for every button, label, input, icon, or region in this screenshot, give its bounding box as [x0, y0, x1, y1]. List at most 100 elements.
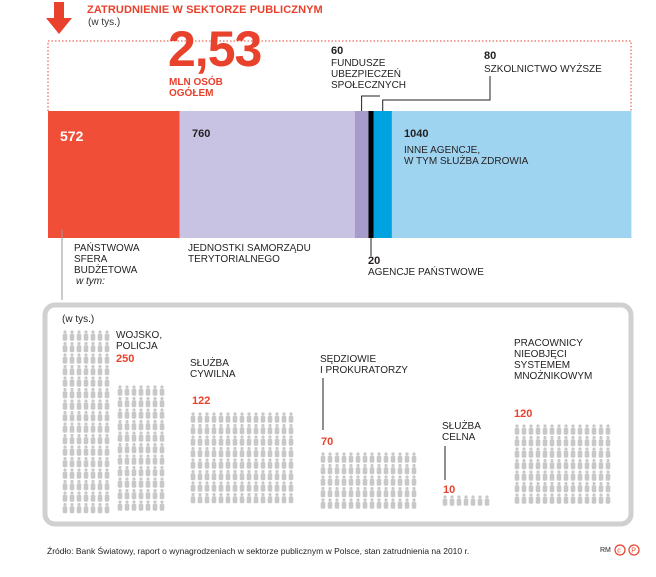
- person-icon-group-1-250: [90, 399, 96, 410]
- person-icon-group-1-250: [152, 408, 158, 419]
- person-icon-group-3-70: [348, 475, 354, 486]
- person-icon-group-2-122: [232, 481, 238, 492]
- person-icon-group-1-250: [145, 431, 151, 442]
- person-icon-group-5-120: [577, 493, 583, 504]
- person-icon-group-1-250: [83, 387, 89, 399]
- person-icon-group-1-250: [97, 330, 103, 341]
- person-icon-group-3-70: [411, 463, 417, 475]
- value-sedziowie: 70: [321, 436, 334, 448]
- person-icon-group-2-122: [274, 458, 280, 469]
- person-icon-group-2-122: [197, 458, 203, 469]
- person-icon-group-5-120: [605, 447, 611, 458]
- label-szkolnictwo: SZKOLNICTWO WYŻSZE: [484, 64, 602, 75]
- person-icon-group-3-70: [404, 486, 410, 498]
- person-icon-group-5-120: [563, 481, 569, 493]
- person-icon-group-5-120: [556, 424, 562, 435]
- person-icon-group-1-250: [159, 419, 165, 431]
- person-icon-group-1-250: [97, 433, 103, 445]
- person-icon-group-5-120: [605, 493, 611, 504]
- person-icon-group-1-250: [83, 422, 89, 433]
- bar-segment-agencje: [368, 111, 374, 238]
- person-icon-group-2-122: [260, 492, 266, 504]
- person-icon-group-1-250: [83, 341, 89, 353]
- person-icon-group-4-10: [449, 495, 455, 506]
- person-icon-group-2-122: [267, 412, 273, 423]
- person-icon-group-1-250: [131, 488, 137, 500]
- person-icon-group-1-250: [76, 479, 82, 491]
- person-icon-group-2-122: [281, 481, 287, 492]
- person-icon-group-1-250: [62, 445, 68, 456]
- person-icon-group-5-120: [605, 424, 611, 435]
- person-icon-group-1-250: [145, 442, 151, 454]
- person-icon-group-1-250: [62, 410, 68, 422]
- person-icon-group-5-120: [542, 493, 548, 504]
- label-fundusze: FUNDUSZE UBEZPIECZEŃ SPOŁECZNYCH: [331, 58, 407, 91]
- person-icon-group-5-120: [577, 470, 583, 481]
- person-icon-group-5-120: [570, 458, 576, 470]
- person-icon-group-2-122: [253, 446, 259, 458]
- person-icon-group-1-250: [62, 456, 68, 468]
- person-icon-group-1-250: [117, 396, 123, 408]
- stacked-bar-chart: [48, 76, 632, 256]
- bar-segment-szkolnictwo: [373, 111, 392, 238]
- person-icon-group-2-122: [267, 446, 273, 458]
- person-icon-group-2-122: [260, 412, 266, 423]
- person-icon-group-1-250: [69, 468, 75, 479]
- person-icon-group-1-250: [124, 419, 130, 431]
- person-icon-group-2-122: [211, 412, 217, 423]
- person-icon-group-1-250: [76, 341, 82, 353]
- person-icon-group-1-250: [76, 422, 82, 433]
- person-icon-group-5-120: [563, 458, 569, 470]
- person-icon-group-2-122: [260, 446, 266, 458]
- person-icon-group-5-120: [591, 424, 597, 435]
- person-icon-group-3-70: [369, 452, 375, 463]
- person-icon-group-2-122: [232, 423, 238, 435]
- person-icon-group-2-122: [267, 492, 273, 504]
- person-icon-group-1-250: [145, 488, 151, 500]
- copyright-icon: c P: [614, 544, 640, 556]
- person-icon-group-1-250: [131, 477, 137, 488]
- person-icon-group-5-120: [598, 470, 604, 481]
- person-icon-group-5-120: [549, 493, 555, 504]
- person-icon-group-2-122: [225, 446, 231, 458]
- person-icon-group-1-250: [69, 341, 75, 353]
- person-icon-group-5-120: [528, 470, 534, 481]
- person-icon-group-2-122: [274, 435, 280, 446]
- person-icon-group-3-70: [341, 498, 347, 509]
- person-icon-group-2-122: [197, 446, 203, 458]
- person-icon-group-1-250: [69, 491, 75, 502]
- person-icon-group-5-120: [521, 458, 527, 470]
- person-icon-group-1-250: [90, 491, 96, 502]
- person-icon-group-1-250: [62, 353, 68, 364]
- person-icon-group-5-120: [605, 470, 611, 481]
- person-icon-group-2-122: [267, 458, 273, 469]
- person-icon-group-2-122: [246, 446, 252, 458]
- person-icon-group-5-120: [591, 493, 597, 504]
- person-icon-group-5-120: [570, 481, 576, 493]
- person-icon-group-2-122: [281, 469, 287, 481]
- person-icon-group-2-122: [274, 481, 280, 492]
- person-icon-group-1-250: [97, 364, 103, 376]
- person-icon-group-1-250: [97, 491, 103, 502]
- person-icon-group-5-120: [605, 458, 611, 470]
- bar-segment-inne: [391, 111, 632, 238]
- person-icon-group-1-250: [69, 330, 75, 341]
- person-icon-group-3-70: [404, 463, 410, 475]
- person-icon-group-3-70: [397, 463, 403, 475]
- person-icon-group-5-120: [549, 470, 555, 481]
- person-icon-group-3-70: [327, 452, 333, 463]
- person-icon-group-1-250: [62, 376, 68, 387]
- person-icon-group-3-70: [320, 452, 326, 463]
- person-icon-group-1-250: [152, 442, 158, 454]
- person-icon-group-3-70: [355, 498, 361, 509]
- person-icon-group-3-70: [327, 475, 333, 486]
- person-icon-group-2-122: [274, 446, 280, 458]
- person-icon-group-2-122: [253, 492, 259, 504]
- person-icon-group-2-122: [288, 412, 294, 423]
- person-icon-group-1-250: [62, 468, 68, 479]
- person-icon-group-5-120: [542, 470, 548, 481]
- person-icon-group-2-122: [239, 458, 245, 469]
- person-icon-group-1-250: [97, 422, 103, 433]
- person-icon-group-1-250: [90, 468, 96, 479]
- person-icon-group-2-122: [211, 435, 217, 446]
